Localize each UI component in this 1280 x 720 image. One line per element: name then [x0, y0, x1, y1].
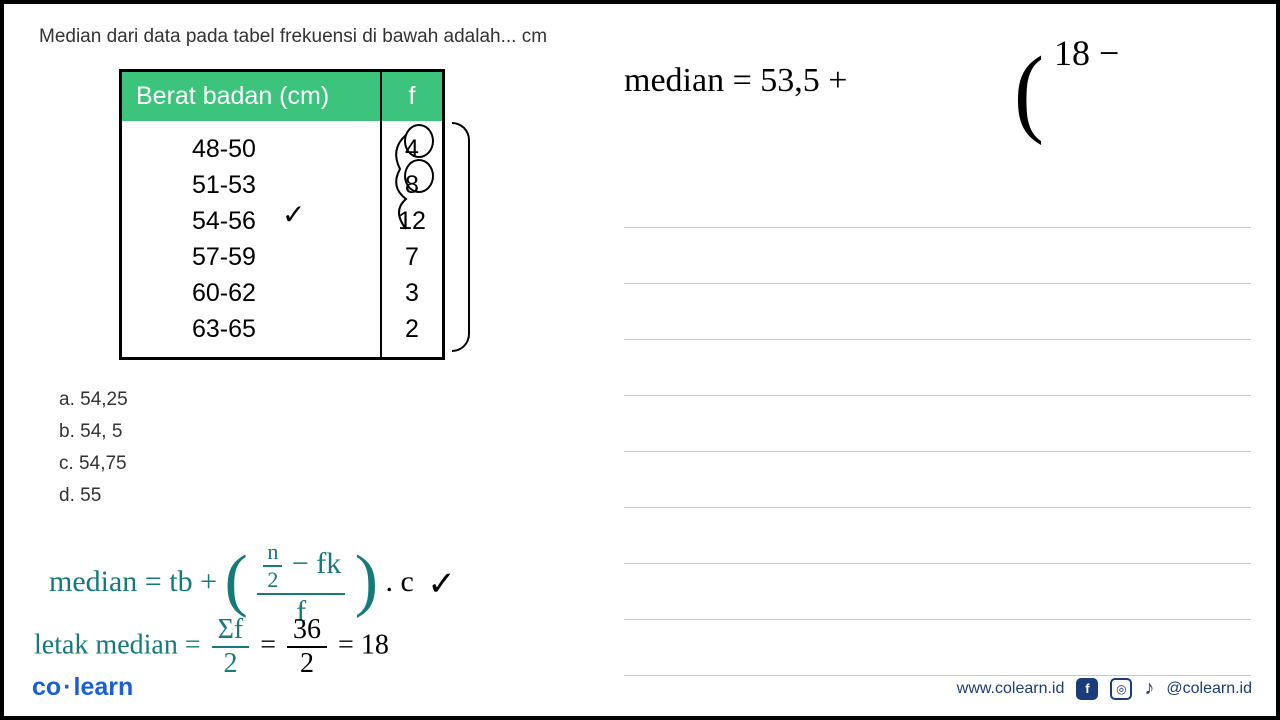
formula-tail: . c [386, 565, 414, 598]
ruled-lines [624, 172, 1251, 676]
table-header-col2: f [382, 72, 442, 121]
handwriting-parenthesis: ( [1014, 35, 1044, 148]
option-a: a. 54,25 [59, 384, 128, 416]
handwriting-letak: letak median = Σf 2 = 36 2 = 18 [34, 616, 389, 678]
letak-frac2: 36 2 [287, 616, 327, 678]
table-row: 60-62 [192, 275, 380, 311]
ruled-line [624, 620, 1251, 676]
ruled-line [624, 564, 1251, 620]
answer-options: a. 54,25 b. 54, 5 c. 54,75 d. 55 [59, 384, 128, 512]
checkmark-icon: ✓ [427, 566, 456, 603]
ruled-line [624, 396, 1251, 452]
footer: www.colearn.id f ◎ ♪ @colearn.id [957, 677, 1252, 700]
tiktok-icon: ♪ [1144, 677, 1154, 700]
logo-learn: learn [74, 673, 134, 701]
letak-label: letak median = [34, 629, 201, 660]
footer-url: www.colearn.id [957, 680, 1065, 698]
table-row: 63-65 [192, 311, 380, 347]
facebook-icon: f [1076, 678, 1098, 700]
handwriting-median-calc: median = 53,5 + [624, 62, 847, 100]
paren-right-icon: ) [355, 542, 378, 619]
handwriting-formula: median = tb + ( n2 − fk f ) . c ✓ [49, 529, 456, 627]
ruled-line [624, 228, 1251, 284]
paren-left-icon: ( [225, 542, 248, 619]
ruled-line [624, 508, 1251, 564]
equals-icon: = [260, 629, 276, 660]
question-text: Median dari data pada tabel frekuensi di… [39, 26, 547, 48]
letak-result: = 18 [338, 629, 389, 660]
checkmark-icon: ✓ [282, 198, 305, 231]
bracket-annotation [452, 122, 470, 352]
option-c: c. 54,75 [59, 448, 128, 480]
option-d: d. 55 [59, 480, 128, 512]
curly-bracket-icon [386, 129, 410, 237]
table-header-col1: Berat badan (cm) [122, 72, 382, 121]
logo-dot-icon: · [61, 673, 73, 701]
table-row: 48-50 [192, 131, 380, 167]
footer-handle: @colearn.id [1166, 680, 1252, 698]
table-row: 2 [382, 311, 442, 347]
formula-tb: tb + [169, 565, 217, 598]
ruled-line [624, 172, 1251, 228]
ruled-line [624, 340, 1251, 396]
table-ranges-col: 48-50 51-53 54-56 57-59 60-62 63-65 [122, 121, 382, 357]
ruled-line [624, 452, 1251, 508]
table-row: 7 [382, 239, 442, 275]
handwriting-eighteen: 18 − [1054, 32, 1119, 74]
letak-frac1: Σf 2 [212, 616, 250, 678]
logo-co: co [32, 673, 61, 701]
table-row: 57-59 [192, 239, 380, 275]
table-row: 3 [382, 275, 442, 311]
formula-label: median = [49, 565, 162, 598]
option-b: b. 54, 5 [59, 416, 128, 448]
colearn-logo: co·learn [32, 673, 133, 702]
instagram-icon: ◎ [1110, 678, 1132, 700]
ruled-line [624, 284, 1251, 340]
table-header: Berat badan (cm) f [122, 72, 442, 121]
